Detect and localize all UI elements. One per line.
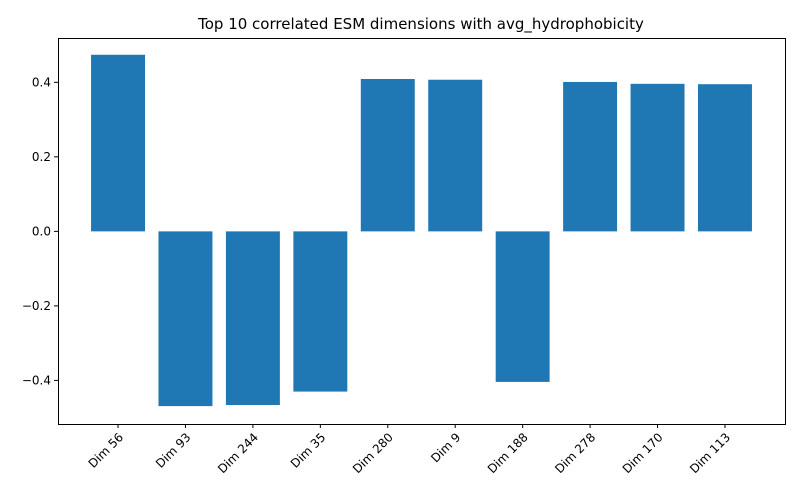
bar-dim-113 (698, 84, 752, 232)
bar-dim-9 (428, 79, 483, 232)
x-tick-label: Dim 9 (428, 430, 463, 465)
x-axis: Dim 56 Dim 93 Dim 244 Dim 35 Dim 280 Dim 9 Dim… (86, 424, 733, 476)
y-tick-label: −0.4 (22, 373, 51, 387)
y-tick-label: 0.2 (32, 150, 51, 164)
x-tick-label: Dim 113 (687, 430, 733, 476)
x-tick-label: Dim 56 (86, 430, 127, 471)
x-tick-label: Dim 244 (215, 430, 261, 476)
y-tick-label: −0.2 (22, 299, 51, 313)
y-axis: −0.4 −0.2 0.0 0.2 0.4 (22, 75, 58, 387)
bars-layer (91, 54, 752, 407)
x-tick-label: Dim 170 (620, 430, 666, 476)
plot-frame (58, 38, 786, 425)
y-tick-label: 0.0 (32, 224, 51, 238)
bar-dim-170 (630, 83, 685, 232)
bar-dim-280 (360, 78, 415, 232)
y-tick-label: 0.4 (32, 75, 51, 89)
bar-dim-93 (158, 231, 213, 407)
bar-dim-35 (293, 231, 348, 392)
x-tick-label: Dim 93 (153, 430, 194, 471)
x-tick-label: Dim 280 (350, 430, 396, 476)
bar-dim-244 (225, 231, 280, 405)
bar-dim-188 (495, 231, 550, 382)
x-tick-label: Dim 188 (485, 430, 531, 476)
x-tick-label: Dim 35 (288, 430, 329, 471)
x-tick-label: Dim 278 (552, 430, 598, 476)
bar-dim-56 (91, 54, 145, 232)
chart-title: Top 10 correlated ESM dimensions with av… (197, 15, 644, 34)
bar-dim-278 (563, 81, 618, 232)
